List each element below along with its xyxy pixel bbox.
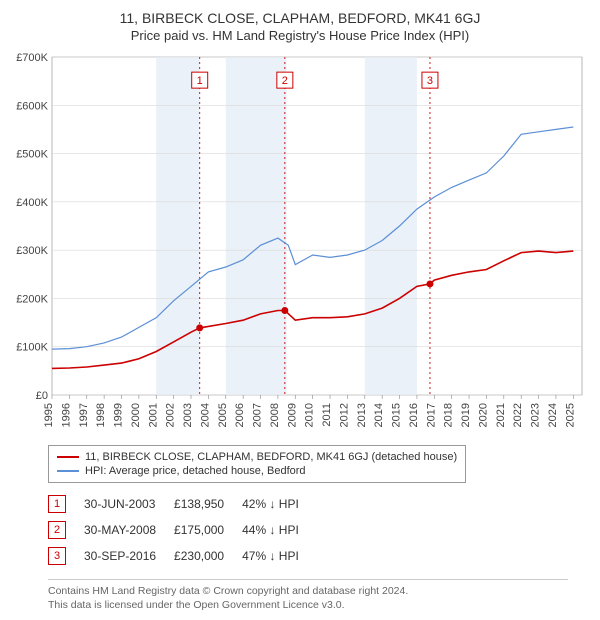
legend: 11, BIRBECK CLOSE, CLAPHAM, BEDFORD, MK4… [48, 445, 466, 483]
svg-text:2010: 2010 [304, 403, 316, 427]
transaction-marker: 1 [48, 495, 66, 513]
transaction-marker: 3 [48, 547, 66, 565]
transaction-price: £175,000 [174, 517, 242, 543]
legend-row: 11, BIRBECK CLOSE, CLAPHAM, BEDFORD, MK4… [57, 450, 457, 464]
svg-text:2006: 2006 [234, 403, 246, 427]
svg-text:2008: 2008 [269, 403, 281, 427]
table-row: 3 30-SEP-2016£230,00047% ↓ HPI [48, 543, 317, 569]
svg-text:£300K: £300K [16, 245, 48, 257]
transaction-price: £230,000 [174, 543, 242, 569]
svg-text:2024: 2024 [547, 403, 559, 427]
svg-text:£200K: £200K [16, 293, 48, 305]
svg-text:2004: 2004 [199, 403, 211, 427]
transaction-date: 30-JUN-2003 [84, 491, 174, 517]
attribution-line: This data is licensed under the Open Gov… [48, 598, 568, 612]
svg-text:2017: 2017 [425, 403, 437, 427]
svg-text:2025: 2025 [564, 403, 576, 427]
svg-text:2000: 2000 [130, 403, 142, 427]
svg-text:2019: 2019 [460, 403, 472, 427]
svg-text:2009: 2009 [286, 403, 298, 427]
svg-text:2007: 2007 [252, 403, 264, 427]
svg-text:2018: 2018 [443, 403, 455, 427]
chart-area: £0 £100K £200K £300K £400K £500K £600K £700K 199… [8, 49, 592, 439]
svg-text:£500K: £500K [16, 149, 48, 161]
table-row: 2 30-MAY-2008£175,00044% ↓ HPI [48, 517, 317, 543]
legend-label: 11, BIRBECK CLOSE, CLAPHAM, BEDFORD, MK4… [85, 451, 457, 463]
transaction-price: £138,950 [174, 491, 242, 517]
transaction-date: 30-MAY-2008 [84, 517, 174, 543]
legend-row: HPI: Average price, detached house, Bedf… [57, 464, 457, 478]
legend-swatch [57, 456, 79, 458]
svg-text:1996: 1996 [60, 403, 72, 427]
price-chart-svg: £0 £100K £200K £300K £400K £500K £600K £700K 199… [8, 49, 592, 439]
svg-text:2011: 2011 [321, 403, 333, 427]
svg-text:£400K: £400K [16, 197, 48, 209]
transaction-marker: 2 [48, 521, 66, 539]
transaction-delta: 42% ↓ HPI [242, 491, 317, 517]
svg-text:£100K: £100K [16, 342, 48, 354]
svg-text:2012: 2012 [338, 403, 350, 427]
svg-text:2021: 2021 [495, 403, 507, 427]
transactions-table: 1 30-JUN-2003£138,95042% ↓ HPI 2 30-MAY-200… [48, 491, 317, 569]
svg-text:1997: 1997 [78, 403, 90, 427]
svg-text:2020: 2020 [477, 403, 489, 427]
svg-text:2023: 2023 [530, 403, 542, 427]
svg-text:1999: 1999 [113, 403, 125, 427]
svg-text:2005: 2005 [217, 403, 229, 427]
svg-text:£700K: £700K [16, 52, 48, 64]
svg-text:1995: 1995 [43, 403, 55, 427]
svg-text:2015: 2015 [391, 403, 403, 427]
transaction-delta: 47% ↓ HPI [242, 543, 317, 569]
svg-text:1: 1 [197, 75, 203, 87]
svg-text:2003: 2003 [182, 403, 194, 427]
attribution: Contains HM Land Registry data © Crown c… [48, 579, 568, 612]
transaction-delta: 44% ↓ HPI [242, 517, 317, 543]
svg-text:2013: 2013 [356, 403, 368, 427]
attribution-line: Contains HM Land Registry data © Crown c… [48, 584, 568, 598]
svg-text:2001: 2001 [147, 403, 159, 427]
svg-text:1998: 1998 [95, 403, 107, 427]
legend-label: HPI: Average price, detached house, Bedf… [85, 465, 306, 477]
svg-text:2022: 2022 [512, 403, 524, 427]
chart-title: 11, BIRBECK CLOSE, CLAPHAM, BEDFORD, MK4… [8, 10, 592, 26]
svg-text:2: 2 [282, 75, 288, 87]
transaction-date: 30-SEP-2016 [84, 543, 174, 569]
svg-text:2014: 2014 [373, 403, 385, 427]
svg-text:2016: 2016 [408, 403, 420, 427]
table-row: 1 30-JUN-2003£138,95042% ↓ HPI [48, 491, 317, 517]
svg-text:2002: 2002 [165, 403, 177, 427]
chart-subtitle: Price paid vs. HM Land Registry's House … [8, 28, 592, 43]
svg-text:3: 3 [427, 75, 433, 87]
legend-swatch [57, 470, 79, 472]
svg-text:£0: £0 [36, 390, 48, 402]
svg-text:£600K: £600K [16, 100, 48, 112]
